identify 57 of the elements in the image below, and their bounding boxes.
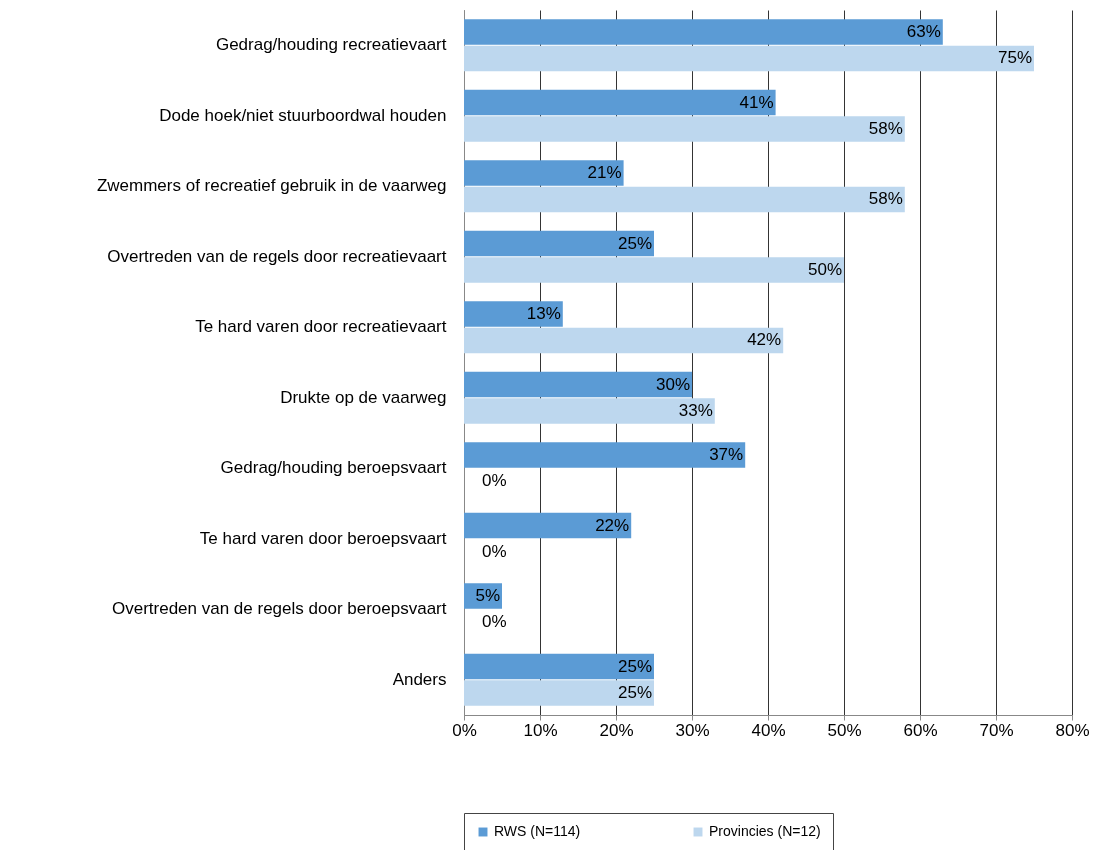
bar (464, 186, 905, 213)
data-label: 25% (617, 233, 652, 253)
bar (464, 160, 624, 186)
x-tick-label: 60% (903, 720, 938, 740)
y-tick-label: Zwemmers of recreatief gebruik in de vaarweg (96, 176, 447, 196)
bar (464, 371, 692, 398)
data-label: 50% (807, 259, 842, 279)
bar (464, 45, 1034, 72)
bar (464, 442, 746, 468)
data-label: 58% (868, 189, 903, 209)
bar (464, 230, 654, 257)
x-tick-label: 20% (599, 720, 634, 740)
legend-label: Provincies (N=12) (709, 823, 821, 839)
y-tick-label: Dode hoek/niet stuurboordwal houden (159, 105, 447, 125)
bar (464, 398, 715, 424)
data-label: 63% (906, 22, 941, 42)
x-tick-label: 70% (979, 720, 1014, 740)
data-label: 5% (475, 586, 500, 606)
data-label: 41% (739, 92, 774, 112)
data-label: 25% (617, 656, 652, 676)
bar (464, 327, 784, 354)
bar (464, 89, 776, 116)
bar (464, 301, 563, 327)
data-label: 25% (617, 682, 652, 702)
x-tick-label: 80% (1055, 720, 1090, 740)
x-tick-label: 10% (523, 720, 558, 740)
x-tick-label: 30% (675, 720, 710, 740)
bar (464, 116, 905, 142)
data-label: 22% (595, 515, 630, 535)
bar (464, 680, 654, 706)
bar (464, 512, 632, 539)
data-label: 0% (482, 612, 507, 632)
bar (464, 653, 654, 680)
y-tick-label: Gedrag/houding beroepsvaart (220, 458, 447, 478)
y-tick-label: Te hard varen door beroepsvaart (199, 528, 447, 548)
legend-label: RWS (N=114) (494, 823, 581, 839)
y-tick-label: Anders (392, 669, 447, 689)
data-label: 42% (747, 330, 782, 350)
bar (464, 257, 844, 283)
y-tick-label: Drukte op de vaarweg (280, 387, 447, 407)
y-tick-label: Overtreden van de regels door recreatievaart (107, 246, 447, 266)
y-tick-label: Overtreden van de regels door beroepsvaart (111, 599, 447, 619)
x-tick-label: 40% (751, 720, 786, 740)
data-label: 75% (997, 48, 1032, 68)
data-label: 30% (655, 374, 690, 394)
data-label: 0% (482, 471, 507, 491)
data-label: 37% (709, 445, 744, 465)
x-tick-label: 50% (827, 720, 862, 740)
data-label: 58% (868, 118, 903, 138)
data-label: 13% (526, 304, 561, 324)
y-tick-label: Te hard varen door recreatievaart (195, 317, 447, 337)
y-tick-label: Gedrag/houding recreatievaart (215, 35, 447, 55)
x-tick-label: 0% (452, 720, 477, 740)
bar (464, 19, 943, 45)
data-label: 21% (587, 163, 622, 183)
data-label: 0% (482, 541, 507, 561)
data-label: 33% (678, 400, 713, 420)
